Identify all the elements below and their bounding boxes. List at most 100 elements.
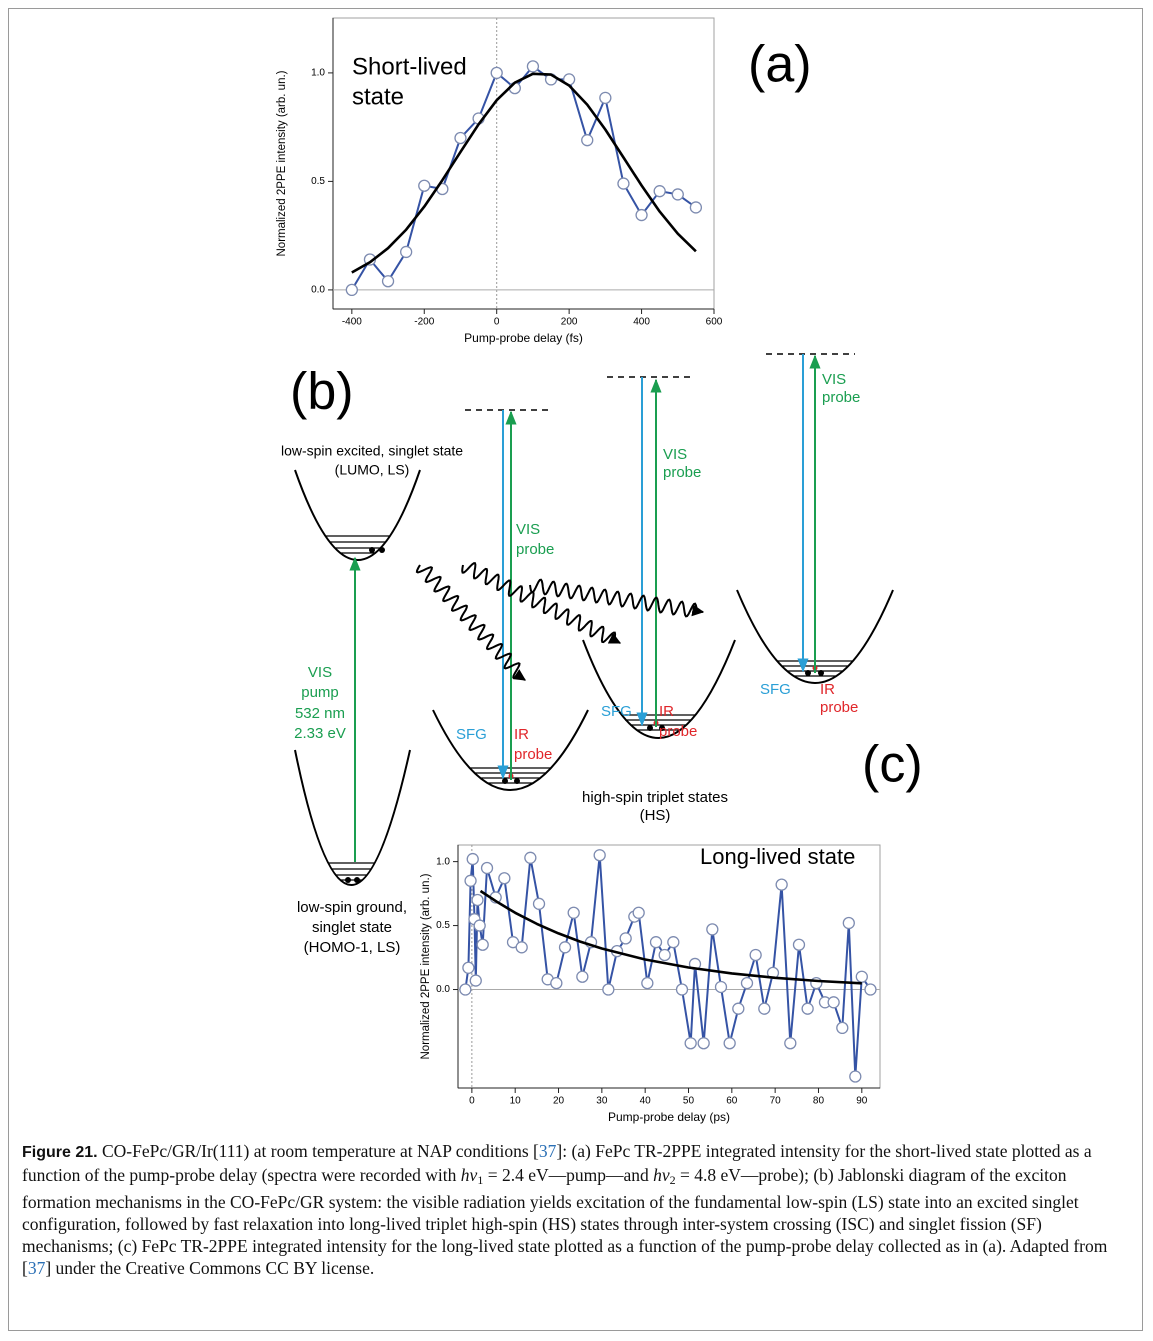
pump-label: VIS (308, 664, 332, 681)
x-tick-label: -200 (414, 317, 434, 328)
plot-frame (457, 844, 881, 1089)
data-point (480, 861, 494, 875)
caption-text: 1 (477, 1173, 484, 1187)
data-point (515, 941, 528, 954)
data-point (632, 906, 645, 919)
x-tick-label: 10 (510, 1096, 522, 1107)
data-point (836, 1021, 849, 1035)
data-point (758, 1002, 771, 1015)
probe-label: VIS (663, 446, 687, 463)
data-point (801, 1002, 814, 1015)
probe-label: VIS (822, 371, 846, 388)
y-tick-label: 1.0 (436, 856, 450, 867)
state-label: low-spin ground, (297, 899, 407, 916)
data-point (454, 131, 467, 145)
data-point (619, 932, 632, 945)
fit-line (351, 72, 697, 274)
data-point (599, 91, 612, 105)
x-tick-label: 60 (726, 1096, 738, 1107)
chart-title: Short-lived (352, 53, 467, 80)
potential-well (294, 749, 411, 886)
data-point (471, 893, 484, 907)
data-point (827, 996, 840, 1009)
caption-text: 2 (669, 1173, 676, 1187)
data-point (593, 849, 606, 862)
data-point (706, 923, 719, 936)
ir-label: IR (659, 703, 674, 720)
data-point (671, 188, 684, 201)
panel-label: (a) (748, 36, 812, 94)
data-point (635, 208, 648, 222)
y-tick-label: 1.0 (311, 68, 325, 79)
x-tick-label: 50 (683, 1096, 695, 1107)
caption-text: = 4.8 eV—probe); (b) Jablonski diagram o… (22, 1165, 1108, 1278)
data-point (697, 1037, 710, 1050)
data-point (749, 948, 762, 962)
state-label: (LUMO, LS) (335, 462, 410, 478)
chart-title: state (352, 83, 404, 110)
probe-label: probe (516, 541, 554, 558)
pump-label: 2.33 eV (294, 725, 346, 742)
data-point (469, 974, 482, 987)
electrons (345, 547, 824, 883)
data-point (641, 976, 654, 990)
data-line (464, 854, 872, 1078)
relaxation-arrow (529, 578, 705, 618)
data-point (567, 906, 580, 919)
x-tick-label: 0 (494, 317, 500, 328)
data-point (784, 1037, 797, 1050)
caption-text: ]: (a) FePc TR-2PPE integrated intensity… (22, 1141, 1092, 1185)
state-label: singlet state (312, 919, 392, 936)
data-point (400, 245, 413, 259)
potential-well (294, 469, 421, 561)
data-point (675, 983, 689, 996)
caption-text: = 2.4 eV—pump—and (483, 1165, 654, 1185)
x-tick-label: 30 (596, 1096, 608, 1107)
data-point (775, 878, 788, 891)
state-label: (HOMO-1, LS) (304, 939, 401, 956)
pump-label: 532 nm (295, 705, 345, 722)
data-point (464, 874, 477, 887)
caption-text[interactable]: 37 (27, 1258, 46, 1278)
data-point (462, 961, 475, 974)
data-point (345, 283, 358, 297)
data-point (617, 177, 630, 190)
data-point (558, 941, 572, 954)
potential-well (582, 639, 736, 739)
probe-label: probe (822, 389, 860, 406)
data-point (581, 134, 594, 147)
sfg-arrows (497, 354, 809, 780)
data-point (684, 1037, 697, 1050)
data-point (792, 938, 806, 951)
data-point (476, 938, 489, 951)
diagram-labels: (b) low-spin excited, singlet state (LUM… (281, 363, 860, 956)
data-point (576, 970, 589, 983)
x-tick-label: 400 (633, 317, 650, 328)
data-point (526, 60, 540, 73)
state-label: low-spin excited, singlet state (281, 443, 463, 459)
y-axis-label: Normalized 2PPE intensity (arb. un.) (276, 70, 288, 256)
data-point (418, 179, 431, 192)
data-point (524, 851, 537, 864)
data-point (864, 983, 877, 996)
data-point (842, 916, 855, 930)
data-point (550, 976, 563, 990)
panel-label: (c) (862, 736, 923, 794)
data-point (658, 948, 671, 962)
potential-well (736, 589, 894, 684)
relaxation-arrows (415, 562, 705, 681)
y-axis-label: Normalized 2PPE intensity (arb. un.) (420, 873, 432, 1059)
data-point (602, 983, 615, 996)
x-tick-label: 70 (770, 1096, 782, 1107)
pump-label: pump (301, 684, 339, 701)
data-point (653, 185, 666, 198)
relaxation-arrow (461, 562, 622, 644)
data-point (498, 872, 511, 885)
y-tick-label: 0.5 (436, 920, 450, 931)
virtual-levels (465, 353, 855, 411)
data-point (855, 970, 868, 983)
energy-levels (326, 535, 853, 881)
caption-text: ] under the Creative Commons CC BY licen… (45, 1258, 375, 1278)
caption-text[interactable]: 37 (538, 1141, 557, 1161)
chart-title: Long-lived state (700, 844, 855, 869)
